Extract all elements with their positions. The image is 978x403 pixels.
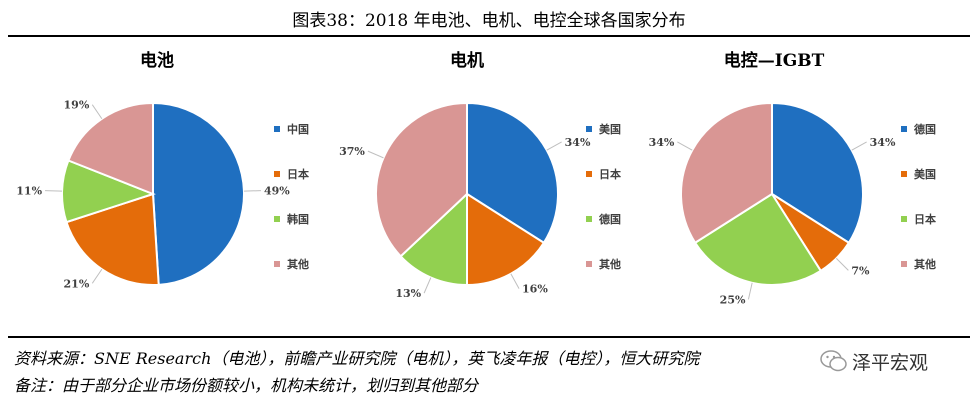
legend-label: 其他 — [287, 257, 309, 271]
legend-swatch — [586, 171, 592, 177]
legend-swatch — [274, 261, 280, 267]
chart-title: 电控—IGBT — [724, 50, 825, 71]
chart-title: 电机 — [450, 50, 484, 71]
watermark: 泽平宏观 — [818, 346, 968, 376]
leader-line — [423, 277, 432, 294]
data-label: 16% — [522, 283, 548, 296]
legend-swatch — [901, 216, 907, 222]
leader-line — [91, 268, 103, 284]
legend-swatch — [274, 216, 280, 222]
leader-line — [367, 150, 384, 159]
legend-label: 德国 — [913, 122, 936, 136]
legend-label: 其他 — [914, 257, 936, 271]
legend-label: 其他 — [599, 257, 621, 271]
pie-chart-2: 电机 34% 美国 16% 日本 13% 德国 37% 其他 — [339, 50, 621, 300]
pie-slice-其他 — [680, 101, 773, 245]
top-divider — [8, 35, 970, 37]
legend-swatch — [274, 126, 280, 132]
legend-label: 中国 — [287, 122, 309, 136]
pie-slice-中国 — [152, 101, 245, 286]
wechat-icon — [820, 350, 847, 372]
pie-chart-3: 电控—IGBT 34% 德国 7% 美国 25% 日本 34% 其他 — [649, 50, 936, 306]
leader-line — [546, 141, 562, 151]
data-label: 13% — [395, 287, 421, 300]
data-label: 19% — [64, 99, 90, 112]
leader-line — [243, 190, 261, 192]
legend-label: 德国 — [598, 212, 621, 226]
data-label: 21% — [64, 277, 90, 290]
leader-line — [835, 257, 849, 271]
data-label: 34% — [565, 136, 591, 149]
bottom-divider — [8, 336, 970, 338]
footnote: 备注：由于部分企业市场份额较小，机构未统计，划归到其他部分 — [14, 376, 479, 395]
legend-swatch — [901, 261, 907, 267]
data-label: 7% — [851, 264, 870, 277]
legend-label: 日本 — [287, 167, 309, 181]
pie-slice-日本 — [65, 192, 160, 286]
data-label: 34% — [870, 136, 896, 149]
legend-swatch — [586, 261, 592, 267]
legend-swatch — [274, 171, 280, 177]
pie-chart-1: 电池 49% 中国 21% 日本 11% 韩国 19% 其他 — [16, 50, 309, 290]
source-note: 资料来源：SNE Research（电池），前瞻产业研究院（电机），英飞凌年报（… — [14, 349, 700, 368]
leader-line — [851, 141, 867, 151]
legend-swatch — [586, 126, 592, 132]
figure-title: 图表38：2018 年电池、电机、电控全球各国家分布 — [292, 11, 686, 31]
legend-label: 美国 — [599, 122, 621, 136]
legend-label: 日本 — [599, 167, 621, 181]
leader-line — [747, 282, 753, 300]
pie-slice-其他 — [67, 101, 154, 196]
legend-label: 日本 — [914, 212, 936, 226]
leader-line — [510, 273, 520, 289]
pie-charts-panel: 电池 49% 中国 21% 日本 11% 韩国 19% 其他 电机 34% 美国 16% 日本 13% 德国 3… — [16, 50, 936, 306]
legend-swatch — [901, 171, 907, 177]
data-label: 34% — [649, 136, 675, 149]
leader-line — [677, 141, 693, 151]
legend-swatch — [586, 216, 592, 222]
pie-slice-其他 — [375, 101, 468, 258]
legend-swatch — [901, 126, 907, 132]
data-label: 37% — [339, 145, 365, 158]
data-label: 25% — [720, 293, 746, 306]
data-label: 11% — [16, 185, 42, 198]
leader-line — [45, 190, 63, 192]
leader-line — [91, 104, 103, 120]
watermark-text: 泽平宏观 — [852, 352, 929, 374]
chart-title: 电池 — [140, 50, 174, 71]
legend-label: 美国 — [914, 167, 936, 181]
legend-label: 韩国 — [287, 212, 309, 226]
data-label: 49% — [264, 185, 290, 198]
